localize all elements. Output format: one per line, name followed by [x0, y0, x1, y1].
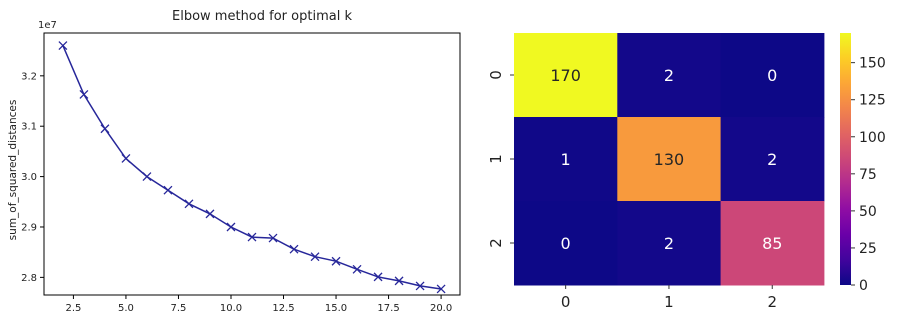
x-tick-label: 10.0: [220, 303, 242, 314]
heatmap-x-tick-label: 1: [664, 293, 674, 311]
heatmap-y-tick-label: 2: [487, 238, 505, 248]
heatmap-x-tick-label: 2: [767, 293, 777, 311]
heatmap-cell: [514, 33, 618, 118]
elbow-plot-area: 2.5 5.0 7.5 10.0 12.5 15.0 17.5 20.0 2.8 2.9 3.0 3.…: [21, 41, 452, 314]
heatmap-cell: [617, 117, 722, 202]
data-point-marker: [100, 124, 110, 134]
heatmap-ticks: 0 1 2 0 1 2: [487, 70, 777, 311]
confusion-heatmap: 170 2 0 1 130 2 0 2 85 0 1 2 0 1 2: [487, 33, 825, 311]
heatmap-cell-value: 2: [664, 66, 674, 85]
colorbar: 0 25 50 75 100 125 150: [840, 33, 886, 294]
heatmap-cell-value: 130: [654, 150, 685, 169]
data-point-marker: [310, 252, 320, 262]
heatmap-cell: [720, 117, 825, 202]
data-point-marker: [226, 222, 236, 232]
heatmap-cell: [720, 201, 825, 286]
colorbar-gradient: [840, 33, 851, 285]
data-point-marker: [247, 232, 257, 242]
heatmap-cell-value: 2: [664, 234, 674, 253]
heatmap-cell-value: 0: [561, 234, 571, 253]
elbow-chart-title: Elbow method for optimal k: [172, 9, 352, 24]
x-tick-label: 17.5: [377, 303, 399, 314]
data-point-marker: [268, 233, 278, 243]
colorbar-tick-label: 125: [859, 93, 886, 109]
x-tick-label: 5.0: [118, 303, 134, 314]
heatmap-cell: [514, 201, 618, 286]
data-point-marker: [436, 284, 446, 294]
heatmap-cell-value: 1: [561, 150, 571, 169]
heatmap-cell-value: 0: [767, 66, 777, 85]
heatmap-x-tick-label: 0: [561, 293, 571, 311]
heatmap-cell-value: 2: [767, 150, 777, 169]
x-tick-label: 12.5: [272, 303, 294, 314]
y-tick-label: 3.0: [21, 172, 37, 183]
y-tick-label: 3.2: [21, 71, 37, 82]
y-axis-label: sum_of_squared_distances: [7, 100, 19, 241]
heatmap-cell-value: 85: [762, 234, 782, 253]
heatmap-cell: [617, 201, 722, 286]
y-tick-label: 3.1: [21, 122, 37, 133]
data-point-marker: [205, 209, 215, 219]
colorbar-body: 0 25 50 75 100 125 150: [840, 33, 886, 294]
data-point-marker: [331, 256, 341, 266]
data-point-marker: [373, 272, 383, 282]
heatmap-cell: [617, 33, 722, 118]
x-tick-label: 7.5: [171, 303, 187, 314]
data-point-marker: [184, 199, 194, 209]
colorbar-tick-label: 75: [859, 167, 877, 183]
x-tick-label: 20.0: [430, 303, 452, 314]
data-point-marker: [163, 185, 173, 195]
heatmap-cell-value: 170: [550, 66, 581, 85]
heatmap-cell: [514, 117, 618, 202]
y-tick-label: 2.9: [21, 222, 37, 233]
x-tick-label: 2.5: [65, 303, 81, 314]
elbow-series-line: [62, 45, 442, 290]
heatmap-cell: [720, 33, 825, 118]
colorbar-tick-label: 100: [859, 130, 886, 146]
data-point-marker: [394, 276, 404, 286]
elbow-plot-frame: [43, 32, 461, 296]
data-point-marker: [352, 264, 362, 274]
colorbar-tick-label: 150: [859, 56, 886, 72]
y-offset-label: 1e7: [38, 20, 57, 31]
data-point-marker: [289, 244, 299, 254]
heatmap-cells: 170 2 0 1 130 2 0 2 85: [514, 33, 825, 286]
x-tick-label: 15.0: [325, 303, 347, 314]
elbow-chart: Elbow method for optimal k 1e7 sum_of_sq…: [7, 9, 461, 314]
data-point-marker: [79, 90, 89, 99]
colorbar-tick-label: 0: [859, 278, 868, 294]
colorbar-tick-label: 50: [859, 204, 877, 220]
colorbar-tick-label: 25: [859, 241, 877, 257]
heatmap-y-tick-label: 0: [487, 70, 505, 80]
data-point-marker: [142, 172, 152, 182]
data-point-marker: [121, 153, 131, 163]
heatmap-y-tick-label: 1: [487, 154, 505, 164]
data-point-marker: [415, 281, 425, 291]
y-tick-label: 2.8: [21, 273, 37, 284]
data-point-marker: [58, 41, 68, 51]
